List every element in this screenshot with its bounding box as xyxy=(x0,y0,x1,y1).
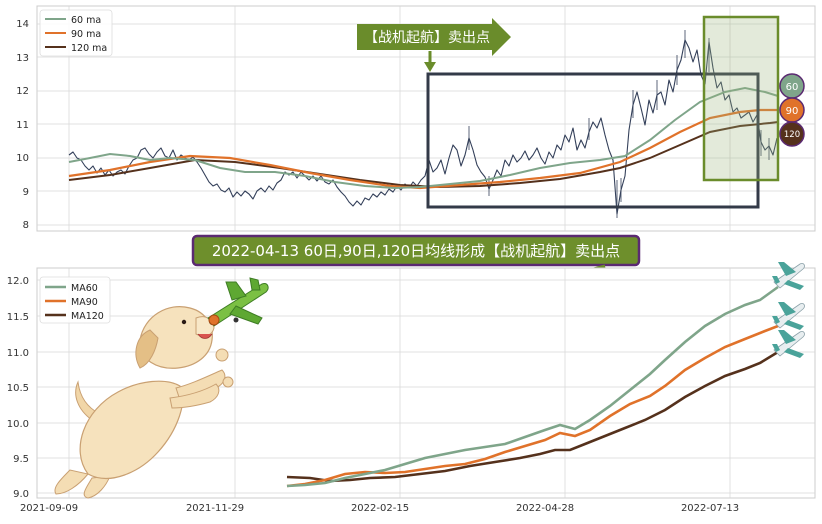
bottom-x-ticks: 2021-09-09 2021-11-29 2022-02-15 2022-04… xyxy=(20,503,739,514)
top-y-tick-label: 13 xyxy=(16,53,29,64)
bottom-legend-label-ma120: MA120 xyxy=(71,311,104,322)
badge-label-ma90: 90 xyxy=(786,106,799,117)
callout-text: 2022-04-13 60日,90日,120日均线形成【战机起航】卖出点 xyxy=(212,242,620,260)
bottom-legend-box xyxy=(39,276,111,324)
jet-icon-ma90 xyxy=(772,302,805,330)
arrow-pointer-head xyxy=(424,62,436,72)
bottom-legend-label-ma60: MA60 xyxy=(71,283,98,294)
bottom-ma60-series xyxy=(286,285,779,488)
bottom-y-tick-label: 11.0 xyxy=(7,348,29,359)
x-tick-label: 2022-04-28 xyxy=(516,503,574,514)
bottom-y-tick-label: 11.5 xyxy=(7,312,29,323)
top-y-tick-label: 9 xyxy=(23,187,29,198)
badge-label-ma60: 60 xyxy=(786,82,799,93)
zoom-region-box xyxy=(426,72,760,209)
bottom-y-tick-label: 9.5 xyxy=(13,454,29,465)
price-wicks xyxy=(468,30,770,218)
highlight-region-box xyxy=(702,15,780,182)
badge-label-ma120: 120 xyxy=(784,130,800,140)
arrow-shape xyxy=(357,18,511,56)
bottom-y-tick-label: 9.0 xyxy=(13,489,29,500)
jet-icon-ma60 xyxy=(772,262,805,290)
bottom-legend: MA60 MA90 MA120 xyxy=(39,276,111,324)
toy-plane-icon xyxy=(207,277,269,327)
top-y-tick-label: 10 xyxy=(16,153,29,164)
sell-point-arrow: 【战机起航】卖出点 xyxy=(357,18,511,72)
x-tick-label: 2021-09-09 xyxy=(20,503,78,514)
jet-icon-ma120 xyxy=(772,330,805,358)
bottom-legend-label-ma90: MA90 xyxy=(71,297,98,308)
bottom-y-tick-label: 12.0 xyxy=(7,276,29,287)
top-y-tick-label: 14 xyxy=(16,19,29,30)
ma60-series xyxy=(68,86,779,190)
top-chart: 14 13 12 11 10 9 8 xyxy=(16,5,816,232)
bottom-y-ticks: 12.0 11.5 11.0 10.5 10.0 9.5 9.0 xyxy=(7,276,29,500)
top-y-ticks: 14 13 12 11 10 9 8 xyxy=(16,19,29,231)
top-y-tick-label: 12 xyxy=(16,86,29,97)
bottom-ma120-series xyxy=(286,350,779,483)
callout-box xyxy=(191,234,641,267)
dog-illustration xyxy=(54,306,234,499)
x-tick-label: 2021-11-29 xyxy=(186,503,244,514)
arrow-label: 【战机起航】卖出点 xyxy=(364,30,490,46)
top-y-tick-label: 8 xyxy=(23,220,29,231)
top-y-tick-label: 11 xyxy=(16,120,29,131)
ma120-series xyxy=(68,121,779,189)
x-tick-label: 2022-07-13 xyxy=(681,503,739,514)
legend-label-ma90: 90 ma xyxy=(71,29,101,40)
top-legend-box xyxy=(39,9,113,57)
badge-ma120 xyxy=(779,121,805,147)
bottom-y-tick-label: 10.0 xyxy=(7,419,29,430)
bottom-y-tick-label: 10.5 xyxy=(7,383,29,394)
ma90-series xyxy=(68,108,778,190)
x-tick-label: 2022-02-15 xyxy=(351,503,409,514)
ma-badges: 60 90 120 xyxy=(779,73,805,147)
legend-label-ma60: 60 ma xyxy=(71,15,101,26)
top-legend: 60 ma 90 ma 120 ma xyxy=(39,9,113,57)
legend-label-ma120: 120 ma xyxy=(71,43,107,54)
